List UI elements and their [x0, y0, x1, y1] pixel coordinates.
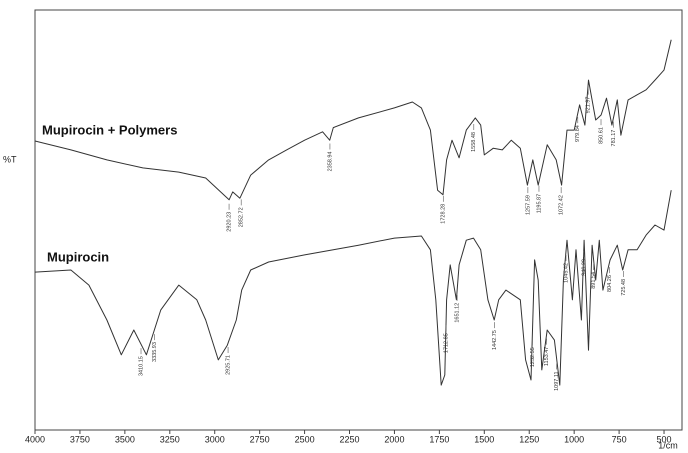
peak-label: 1045.42 — [563, 263, 569, 283]
peak-label: 3410.15 — [138, 356, 144, 376]
peak-label: 725.48 — [621, 279, 627, 296]
x-tick-label: 2500 — [295, 434, 315, 444]
x-tick-label: 3500 — [115, 434, 135, 444]
peak-label: 1232.55 — [530, 347, 536, 367]
peak-label: 1442.75 — [492, 330, 498, 350]
peak-label: 891.54 — [591, 272, 597, 289]
x-tick-label: 2000 — [384, 434, 404, 444]
peak-label: 1712.85 — [444, 333, 450, 353]
x-axis-label: 1/cm — [658, 440, 678, 450]
peak-label: 2925.71 — [226, 355, 232, 375]
y-axis-label: %T — [3, 154, 17, 164]
peak-label: 1153.47 — [544, 347, 550, 366]
peak-label: 1651.12 — [455, 303, 461, 323]
peak-label: 2852.72 — [239, 207, 245, 227]
peak-label: 1097.11 — [554, 371, 560, 390]
x-tick-label: 3750 — [70, 434, 90, 444]
peak-label: 3335.93 — [152, 342, 158, 362]
x-tick-label: 1500 — [474, 434, 494, 444]
peak-label: 921.97 — [586, 97, 592, 114]
series-label: Mupirocin — [47, 249, 109, 264]
peak-label: 1072.42 — [559, 195, 565, 215]
x-tick-label: 3250 — [160, 434, 180, 444]
x-tick-label: 750 — [612, 434, 627, 444]
x-tick-label: 1250 — [519, 434, 539, 444]
peak-label: 946.29 — [581, 259, 587, 276]
x-tick-label: 2750 — [250, 434, 270, 444]
peak-label: 1728.28 — [441, 204, 447, 224]
peak-label: 2358.94 — [327, 152, 333, 172]
peak-label: 850.61 — [598, 127, 604, 144]
spectrum-line — [34, 39, 672, 201]
peak-label: 1195.87 — [536, 194, 542, 213]
spectrum-line — [34, 190, 672, 386]
x-tick-label: 500 — [657, 434, 672, 444]
x-tick-label: 4000 — [25, 434, 45, 444]
x-tick-label: 1750 — [429, 434, 449, 444]
peak-label: 781.17 — [611, 130, 617, 147]
series-label: Mupirocin + Polymers — [42, 122, 177, 137]
peak-label: 2920.23 — [227, 212, 233, 232]
peak-label: 979.84 — [575, 125, 581, 142]
peak-label: 1558.48 — [471, 132, 477, 152]
x-tick-label: 3000 — [205, 434, 225, 444]
x-tick-label: 2250 — [339, 434, 359, 444]
peak-label: 804.26 — [607, 275, 613, 292]
plot-frame — [34, 9, 683, 431]
peak-label: 1257.59 — [525, 195, 531, 215]
x-tick-label: 1000 — [564, 434, 584, 444]
